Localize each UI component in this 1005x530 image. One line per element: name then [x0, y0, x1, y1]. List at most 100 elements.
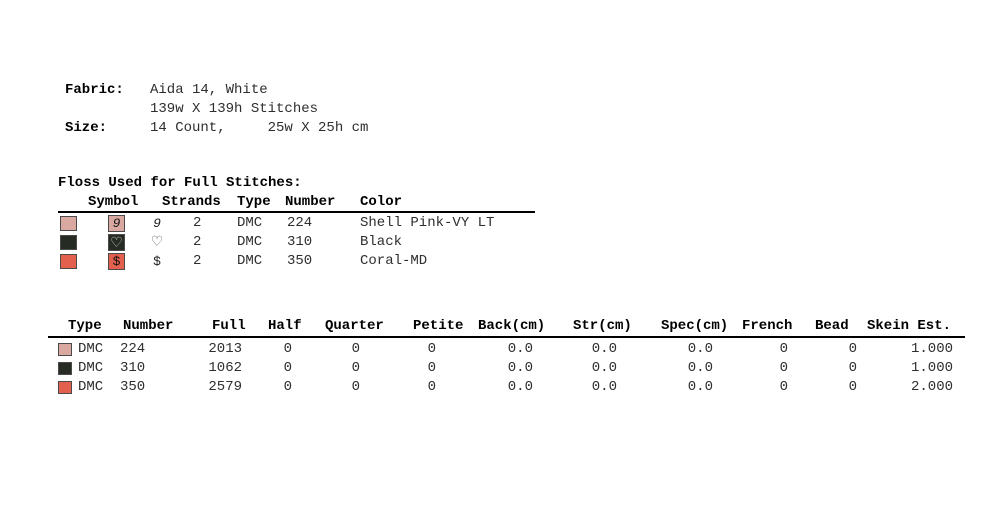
- usage-french: 0: [779, 360, 788, 376]
- usage-number: 224: [120, 341, 146, 357]
- usage-back: 0.0: [507, 379, 533, 395]
- usage-skein: 2.000: [910, 379, 953, 395]
- size-row: Size: 14 Count, 25w X 25h cm: [65, 119, 368, 138]
- floss-header-symbol: Symbol: [88, 194, 139, 210]
- usage-bead: 0: [848, 341, 857, 357]
- usage-type: DMC: [78, 341, 104, 357]
- floss-type: DMC: [237, 215, 263, 231]
- symbol-swatch: ♡: [108, 234, 125, 251]
- usage-spec: 0.0: [687, 379, 713, 395]
- symbol-glyph-on-swatch: $: [112, 254, 121, 269]
- usage-table-header: Type Number Full Half Quarter Petite Bac…: [0, 317, 1005, 336]
- usage-row: DMC 310 1062 0 0 0 0.0 0.0 0.0 0 0 1.000: [0, 359, 1005, 378]
- symbol-glyph: 9: [153, 216, 161, 231]
- usage-full: 2579: [208, 379, 242, 395]
- usage-petite: 0: [427, 341, 436, 357]
- usage-str: 0.0: [591, 360, 617, 376]
- usage-back: 0.0: [507, 360, 533, 376]
- usage-bead: 0: [848, 360, 857, 376]
- symbol-glyph: ♡: [150, 234, 164, 250]
- symbol-swatch: $: [108, 253, 125, 270]
- usage-skein: 1.000: [910, 360, 953, 376]
- floss-header-strands: Strands: [162, 194, 221, 210]
- usage-header-petite: Petite: [413, 318, 464, 334]
- strands-value: 2: [193, 215, 202, 231]
- usage-spec: 0.0: [687, 360, 713, 376]
- floss-number: 310: [287, 234, 313, 250]
- usage-full: 2013: [208, 341, 242, 357]
- usage-half: 0: [283, 341, 292, 357]
- usage-header-full: Full: [212, 318, 246, 334]
- strands-value: 2: [193, 234, 202, 250]
- usage-skein: 1.000: [910, 341, 953, 357]
- fabric-row: Fabric: Aida 14, White: [65, 81, 368, 100]
- usage-quarter: 0: [351, 341, 360, 357]
- symbol-glyph-on-swatch: ♡: [110, 235, 123, 251]
- usage-french: 0: [779, 341, 788, 357]
- usage-spec: 0.0: [687, 341, 713, 357]
- usage-str: 0.0: [591, 379, 617, 395]
- floss-header-rule: [58, 211, 535, 213]
- color-swatch: [58, 381, 72, 394]
- floss-header-color: Color: [360, 194, 403, 210]
- usage-header-type: Type: [68, 318, 102, 334]
- floss-header-type: Type: [237, 194, 271, 210]
- color-swatch: [60, 216, 77, 231]
- symbol-glyph: $: [153, 254, 161, 269]
- color-swatch: [58, 362, 72, 375]
- usage-header-back: Back(cm): [478, 318, 546, 334]
- floss-color-name: Black: [360, 234, 403, 250]
- floss-row: ♡ ♡ 2 DMC 310 Black: [0, 233, 1005, 252]
- usage-header-bead: Bead: [815, 318, 849, 334]
- usage-row: DMC 350 2579 0 0 0 0.0 0.0 0.0 0 0 2.000: [0, 378, 1005, 397]
- floss-type: DMC: [237, 234, 263, 250]
- usage-row: DMC 224 2013 0 0 0 0.0 0.0 0.0 0 0 1.000: [0, 340, 1005, 359]
- usage-bead: 0: [848, 379, 857, 395]
- usage-header-skein: Skein Est.: [867, 318, 952, 334]
- size-value: 14 Count, 25w X 25h cm: [150, 120, 369, 136]
- floss-row: 9 9 2 DMC 224 Shell Pink-VY LT: [0, 214, 1005, 233]
- fabric-value-line2: 139w X 139h Stitches: [150, 101, 319, 117]
- strands-value: 2: [193, 253, 202, 269]
- floss-header-number: Number: [285, 194, 336, 210]
- floss-row: $ $ 2 DMC 350 Coral-MD: [0, 252, 1005, 271]
- size-label: Size:: [65, 120, 108, 136]
- usage-header-quarter: Quarter: [325, 318, 384, 334]
- fabric-label: Fabric:: [65, 82, 124, 98]
- usage-str: 0.0: [591, 341, 617, 357]
- usage-header-str: Str(cm): [573, 318, 632, 334]
- symbol-glyph-on-swatch: 9: [112, 216, 121, 231]
- usage-petite: 0: [427, 360, 436, 376]
- fabric-info-block: Fabric: Aida 14, White 139w X 139h Stitch…: [65, 81, 368, 138]
- floss-color-name: Shell Pink-VY LT: [360, 215, 495, 231]
- usage-back: 0.0: [507, 341, 533, 357]
- usage-header-rule: [48, 336, 965, 338]
- floss-number: 224: [287, 215, 313, 231]
- floss-type: DMC: [237, 253, 263, 269]
- usage-type: DMC: [78, 379, 104, 395]
- usage-header-number: Number: [123, 318, 174, 334]
- color-swatch: [58, 343, 72, 356]
- color-swatch: [60, 235, 77, 250]
- usage-full: 1062: [208, 360, 242, 376]
- usage-petite: 0: [427, 379, 436, 395]
- floss-section-title: Floss Used for Full Stitches:: [58, 175, 302, 191]
- color-swatch: [60, 254, 77, 269]
- usage-french: 0: [779, 379, 788, 395]
- usage-number: 310: [120, 360, 146, 376]
- fabric-row-continued: 139w X 139h Stitches: [65, 100, 368, 119]
- usage-half: 0: [283, 360, 292, 376]
- usage-header-half: Half: [268, 318, 302, 334]
- symbol-swatch: 9: [108, 215, 125, 232]
- usage-half: 0: [283, 379, 292, 395]
- usage-number: 350: [120, 379, 146, 395]
- usage-quarter: 0: [351, 360, 360, 376]
- usage-header-french: French: [742, 318, 793, 334]
- usage-header-spec: Spec(cm): [661, 318, 729, 334]
- fabric-value-line1: Aida 14, White: [150, 82, 268, 98]
- usage-type: DMC: [78, 360, 104, 376]
- floss-number: 350: [287, 253, 313, 269]
- floss-color-name: Coral-MD: [360, 253, 428, 269]
- usage-quarter: 0: [351, 379, 360, 395]
